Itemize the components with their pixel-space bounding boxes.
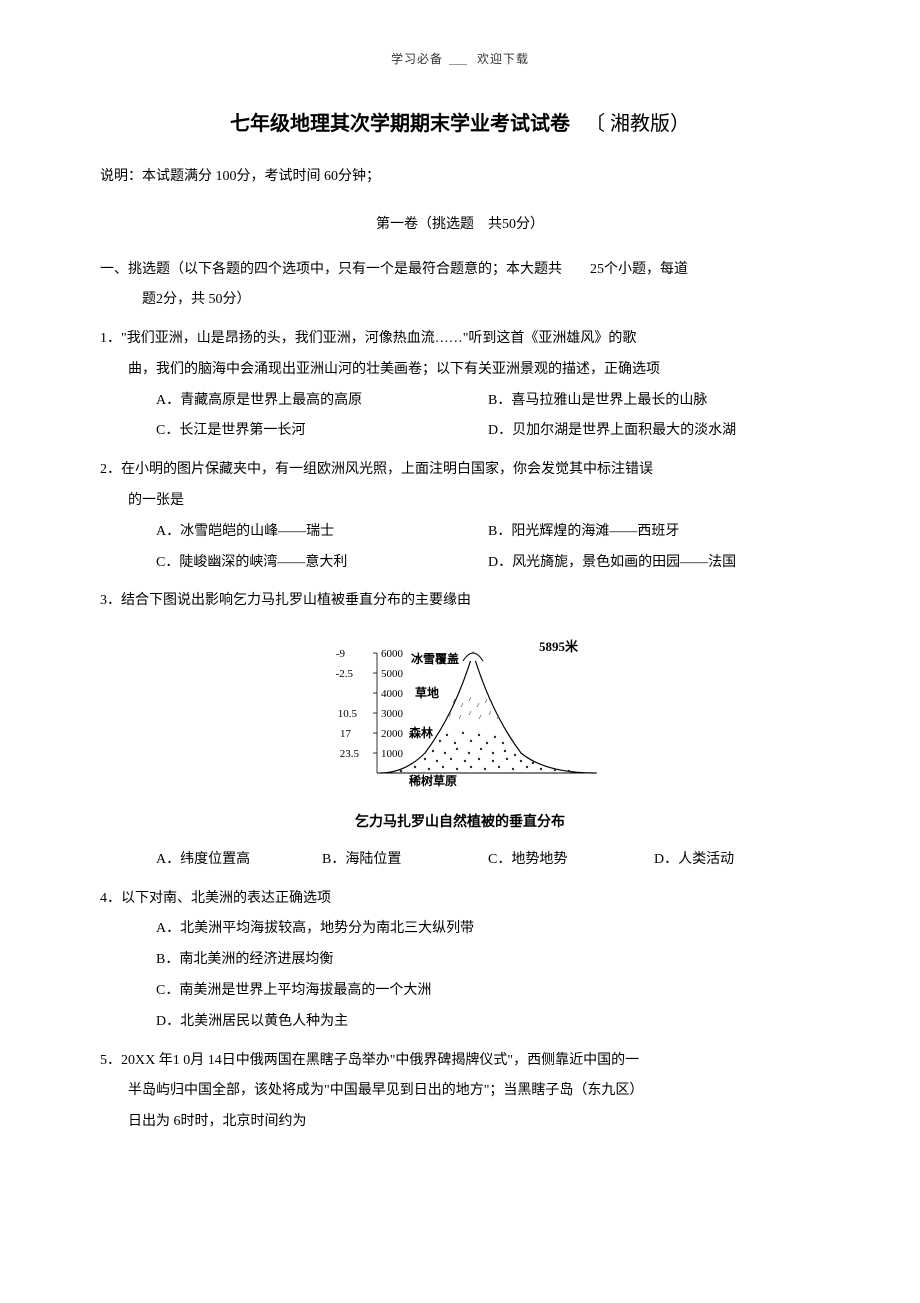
temp-5: 23.5	[340, 748, 360, 760]
header-left: 学习必备	[391, 52, 443, 66]
part-1-intro-line1: 一、挑选题（以下各题的四个选项中，只有一个是最符合题意的；本大题共 25个小题，…	[100, 262, 688, 277]
alt-5: 1000	[381, 748, 404, 760]
q2-stem-line1: 2．在小明的图片保藏夹中，有一组欧洲风光照，上面注明白国家，你会发觉其中标注错误	[100, 455, 820, 486]
mountain-outline	[380, 653, 595, 773]
q4-option-c: C．南美洲是世界上平均海拔最高的一个大洲	[156, 976, 820, 1007]
exam-page: 学习必备___ 欢迎下载 七年级地理其次学期期末学业考试试卷 〔 湘教版） 说明…	[0, 0, 920, 1186]
q2-options: A．冰雪皑皑的山峰——瑞士 B．阳光辉煌的海滩——西班牙 C．陡峻幽深的峡湾——…	[100, 517, 820, 579]
question-1: 1．"我们亚洲，山是昂扬的头，我们亚洲，河像热血流……"听到这首《亚洲雄风》的歌…	[100, 324, 820, 447]
question-5: 5．20XX 年1 0月 14日中俄两国在黑瞎子岛举办"中俄界碑揭牌仪式"，西侧…	[100, 1046, 820, 1138]
q4-stem: 4．以下对南、北美洲的表达正确选项	[100, 884, 820, 915]
grass-shading	[449, 697, 499, 719]
section-1-heading: 第一卷（挑选题 共50分）	[100, 213, 820, 233]
q2-option-c: C．陡峻幽深的峡湾——意大利	[156, 548, 488, 579]
mountain-peak	[463, 653, 483, 661]
alt-3: 3000	[381, 708, 404, 720]
q3-option-b: B．海陆位置	[322, 845, 488, 876]
q1-option-b: B．喜马拉雅山是世界上最长的山脉	[488, 386, 820, 417]
q1-stem-line2: 曲，我们的脑海中会涌现出亚洲山河的壮美画卷；以下有关亚洲景观的描述，正确选项	[100, 355, 820, 386]
q2-option-a: A．冰雪皑皑的山峰——瑞士	[156, 517, 488, 548]
zone-4: 森林	[409, 725, 433, 740]
question-4: 4．以下对南、北美洲的表达正确选项 A．北美洲平均海拔较高，地势分为南北三大纵列…	[100, 884, 820, 1038]
q3-option-a: A．纬度位置高	[156, 845, 322, 876]
part-1-intro: 一、挑选题（以下各题的四个选项中，只有一个是最符合题意的；本大题共 25个小题，…	[100, 255, 820, 314]
zone-0: 冰雪覆盖	[411, 651, 459, 666]
alt-0: 6000	[381, 648, 404, 660]
exam-instruction: 说明：本试题满分 100分，考试时间 60分钟；	[100, 164, 820, 189]
part-1-intro-line2: 题2分，共 50分）	[100, 285, 820, 314]
question-3: 3．结合下图说出影响乞力马扎罗山植被垂直分布的主要缘由	[100, 586, 820, 875]
q3-options: A．纬度位置高 B．海陆位置 C．地势地势 D．人类活动	[100, 845, 820, 876]
bottom-zone: 稀树草原	[409, 773, 457, 788]
exam-title: 七年级地理其次学期期末学业考试试卷 〔 湘教版）	[100, 107, 820, 136]
header-gap: ___	[443, 52, 473, 67]
alt-4: 2000	[381, 728, 404, 740]
q3-option-c: C．地势地势	[488, 845, 654, 876]
temp-0: -9	[336, 648, 346, 660]
q5-stem-line1: 5．20XX 年1 0月 14日中俄两国在黑瞎子岛举办"中俄界碑揭牌仪式"，西侧…	[100, 1046, 820, 1077]
axis-ticks	[373, 653, 377, 773]
peak-label: 5895米	[539, 639, 579, 654]
q5-stem-line3: 日出为 6时时，北京时间约为	[100, 1107, 820, 1138]
temp-4: 17	[340, 728, 352, 740]
q3-chart: 5895米 -9 6000 冰雪覆盖 -2.5 5000 4000 草地 10.…	[100, 623, 820, 839]
q4-option-a: A．北美洲平均海拔较高，地势分为南北三大纵列带	[156, 914, 820, 945]
header-right: 欢迎下载	[477, 52, 529, 66]
q1-stem-line1: 1．"我们亚洲，山是昂扬的头，我们亚洲，河像热血流……"听到这首《亚洲雄风》的歌	[100, 324, 820, 355]
q1-option-d: D．贝加尔湖是世界上面积最大的淡水湖	[488, 416, 820, 447]
mountain-chart-svg: 5895米 -9 6000 冰雪覆盖 -2.5 5000 4000 草地 10.…	[305, 623, 615, 793]
temp-1: -2.5	[336, 668, 354, 680]
q3-stem: 3．结合下图说出影响乞力马扎罗山植被垂直分布的主要缘由	[100, 586, 820, 617]
q2-option-b: B．阳光辉煌的海滩——西班牙	[488, 517, 820, 548]
alt-2: 4000	[381, 688, 404, 700]
zone-2: 草地	[415, 685, 439, 700]
question-2: 2．在小明的图片保藏夹中，有一组欧洲风光照，上面注明白国家，你会发觉其中标注错误…	[100, 455, 820, 578]
q1-option-a: A．青藏高原是世界上最高的高原	[156, 386, 488, 417]
q4-option-d: D．北美洲居民以黄色人种为主	[156, 1007, 820, 1038]
page-header: 学习必备___ 欢迎下载	[100, 50, 820, 67]
temp-3: 10.5	[338, 708, 358, 720]
q1-options: A．青藏高原是世界上最高的高原 B．喜马拉雅山是世界上最长的山脉 C．长江是世界…	[100, 386, 820, 448]
chart-caption: 乞力马扎罗山自然植被的垂直分布	[100, 808, 820, 839]
title-edition: 〔 湘教版）	[585, 113, 690, 135]
q5-stem-line2: 半岛屿归中国全部，该处将成为"中国最早见到日出的地方"；当黑瞎子岛（东九区）	[100, 1076, 820, 1107]
q4-options: A．北美洲平均海拔较高，地势分为南北三大纵列带 B．南北美洲的经济进展均衡 C．…	[100, 914, 820, 1037]
q2-option-d: D．风光旖旎，景色如画的田园——法国	[488, 548, 820, 579]
q4-option-b: B．南北美洲的经济进展均衡	[156, 945, 820, 976]
q1-option-c: C．长江是世界第一长河	[156, 416, 488, 447]
q2-stem-line2: 的一张是	[100, 486, 820, 517]
q3-option-d: D．人类活动	[654, 845, 820, 876]
alt-1: 5000	[381, 668, 404, 680]
title-main: 七年级地理其次学期期末学业考试试卷	[230, 113, 570, 135]
